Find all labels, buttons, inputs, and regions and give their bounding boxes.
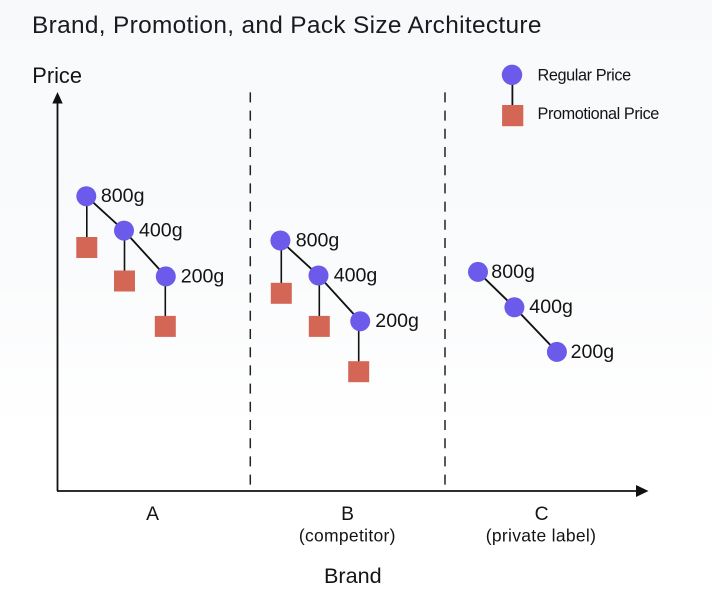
svg-text:400g: 400g	[334, 264, 378, 286]
svg-text:(private label): (private label)	[486, 526, 597, 546]
svg-text:A: A	[146, 504, 159, 525]
svg-text:Regular Price: Regular Price	[538, 66, 632, 84]
svg-text:Brand, Promotion, and Pack Siz: Brand, Promotion, and Pack Size Architec…	[32, 12, 542, 39]
svg-text:C: C	[535, 504, 549, 525]
svg-text:Brand: Brand	[324, 563, 382, 588]
svg-text:400g: 400g	[139, 220, 183, 242]
svg-text:B: B	[341, 504, 354, 525]
svg-text:800g: 800g	[491, 261, 535, 283]
svg-text:200g: 200g	[375, 310, 419, 332]
svg-text:Price: Price	[32, 63, 82, 88]
svg-text:400g: 400g	[529, 296, 573, 318]
svg-text:200g: 200g	[181, 265, 225, 287]
svg-text:800g: 800g	[296, 229, 340, 251]
svg-text:Promotional Price: Promotional Price	[538, 105, 660, 123]
svg-text:800g: 800g	[101, 185, 145, 207]
svg-text:(competitor): (competitor)	[299, 526, 396, 546]
svg-text:200g: 200g	[571, 341, 615, 363]
